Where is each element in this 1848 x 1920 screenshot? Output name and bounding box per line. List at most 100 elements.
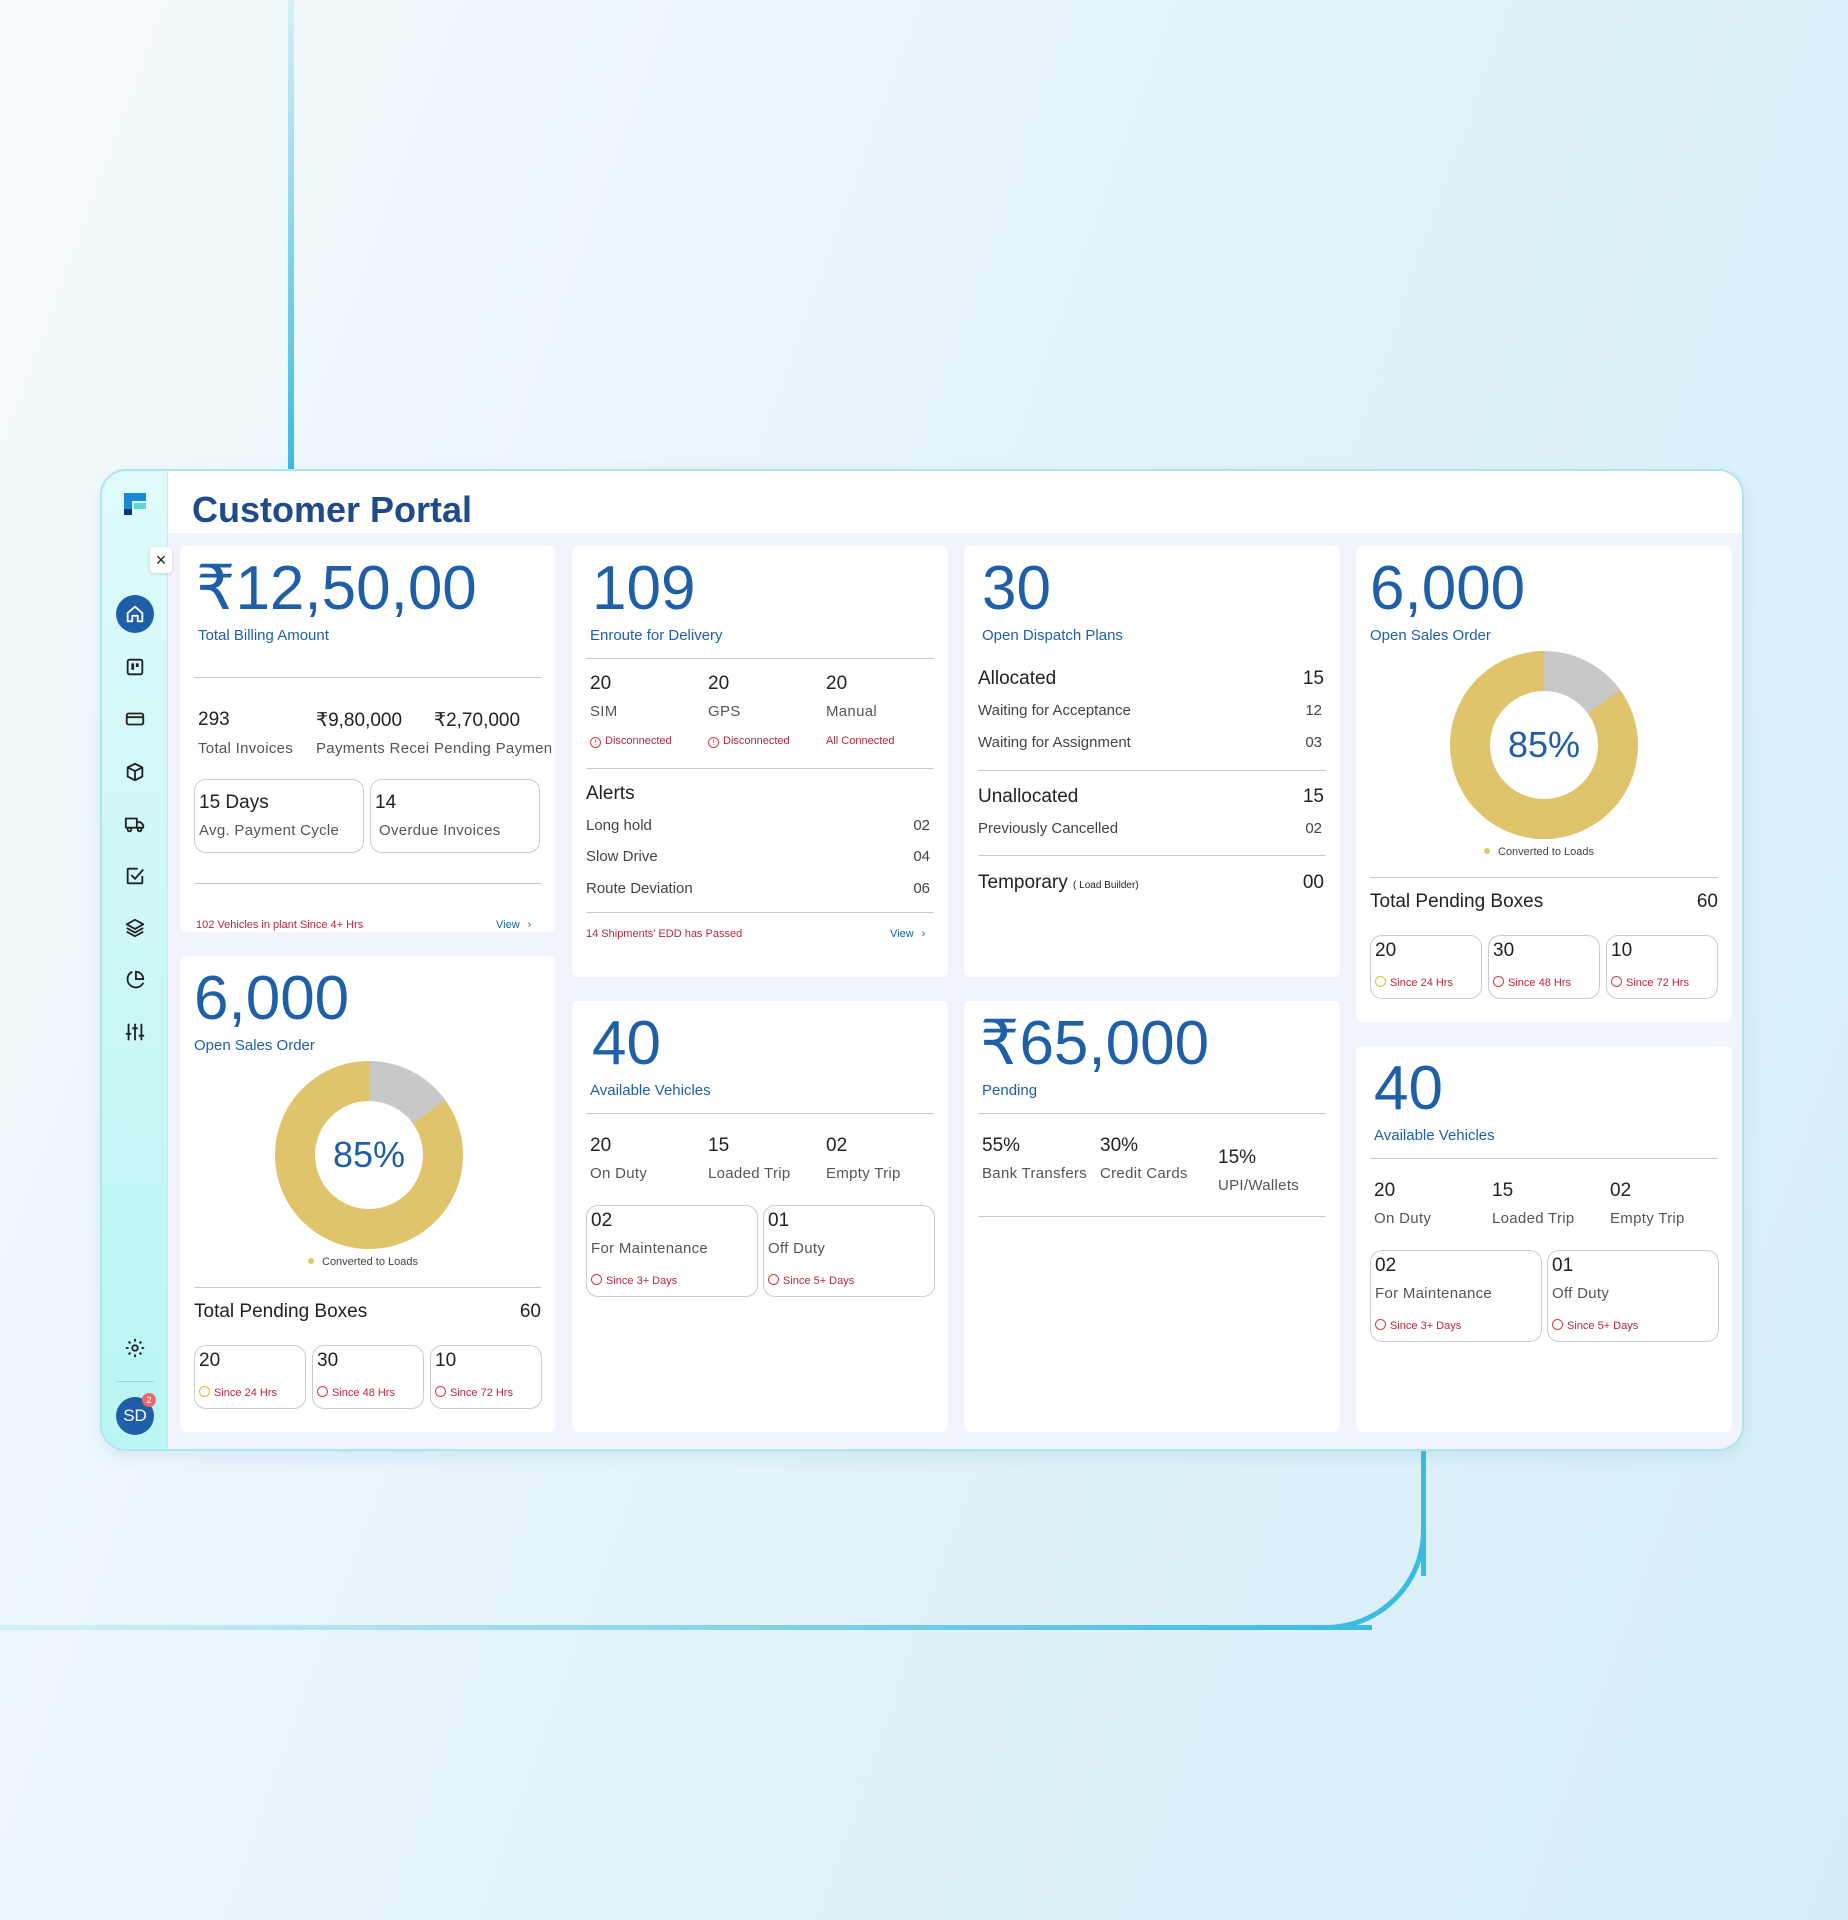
- sales-donut-chart: 85%: [1450, 651, 1638, 839]
- vehicles-value: 40: [592, 1009, 661, 1078]
- brand-logo-icon: [124, 493, 146, 515]
- vehicles-label: Available Vehicles: [590, 1082, 711, 1099]
- view-label: View: [496, 919, 520, 931]
- pending-box-48[interactable]: 30 Since 48 Hrs: [312, 1345, 424, 1409]
- on-duty-label: On Duty: [1374, 1210, 1432, 1227]
- box-value: 30: [317, 1350, 339, 1371]
- nav-orders[interactable]: [116, 753, 154, 791]
- sidebar: SD 2: [102, 471, 168, 1449]
- box-icon: [126, 762, 144, 782]
- clock-icon: [1375, 1319, 1386, 1330]
- off-duty-label: Off Duty: [768, 1240, 826, 1257]
- clock-icon: [1611, 976, 1622, 987]
- off-duty-box[interactable]: 01 Off Duty Since 5+ Days: [763, 1205, 935, 1297]
- manual-label: Manual: [826, 703, 877, 720]
- box-since: Since 48 Hrs: [1493, 976, 1571, 989]
- collapse-sidebar-button[interactable]: ×: [150, 547, 172, 573]
- user-avatar[interactable]: SD: [116, 1397, 154, 1435]
- sliders-icon: [125, 1023, 145, 1041]
- sim-label: SIM: [590, 703, 618, 720]
- donut-legend: Converted to Loads: [308, 1256, 418, 1268]
- maintenance-since: Since 3+ Days: [591, 1274, 677, 1287]
- dispatch-card: 30 Open Dispatch Plans Allocated 15 Wait…: [964, 546, 1340, 977]
- off-duty-since: Since 5+ Days: [768, 1274, 854, 1287]
- maintenance-box[interactable]: 02 For Maintenance Since 3+ Days: [586, 1205, 758, 1297]
- billing-label: Total Billing Amount: [198, 627, 329, 644]
- enroute-view-link[interactable]: View ›: [890, 928, 925, 940]
- loaded-trip-label: Loaded Trip: [1492, 1210, 1575, 1227]
- nav-board[interactable]: [116, 648, 154, 686]
- on-duty-value: 20: [1374, 1180, 1396, 1201]
- clock-icon: [1375, 976, 1386, 987]
- nav-tasks[interactable]: [116, 857, 154, 895]
- gps-value: 20: [708, 673, 730, 694]
- gps-status: ! Disconnected: [708, 735, 790, 748]
- nav-billing[interactable]: [116, 700, 154, 738]
- pending-box-72[interactable]: 10 Since 72 Hrs: [1606, 935, 1718, 999]
- allocated-label: Allocated: [978, 668, 1057, 689]
- maintenance-box[interactable]: 02 For Maintenance Since 3+ Days: [1370, 1250, 1542, 1342]
- vehicles-card-2: 40 Available Vehicles 20 On Duty 15 Load…: [1356, 1046, 1732, 1432]
- allocated-value: 15: [1302, 668, 1324, 689]
- off-duty-value: 01: [768, 1210, 790, 1231]
- nav-layers[interactable]: [116, 909, 154, 947]
- enroute-label: Enroute for Delivery: [590, 627, 723, 644]
- nav-reports[interactable]: [116, 961, 154, 999]
- upi-value: 15%: [1218, 1147, 1257, 1168]
- box-since: Since 24 Hrs: [1375, 976, 1453, 989]
- nav-home[interactable]: [116, 595, 154, 633]
- maintenance-label: For Maintenance: [591, 1240, 709, 1257]
- clock-icon: [317, 1386, 328, 1397]
- box-value: 10: [435, 1350, 457, 1371]
- nav-filters[interactable]: [116, 1013, 154, 1051]
- cancelled-value: 02: [1305, 820, 1322, 837]
- vehicles-card: 40 Available Vehicles 20 On Duty 15 Load…: [572, 1001, 948, 1432]
- loaded-trip-value: 15: [708, 1135, 730, 1156]
- payments-card: ₹65,000 Pending 55% Bank Transfers 30% C…: [964, 1001, 1340, 1432]
- cancelled-label: Previously Cancelled: [978, 820, 1119, 837]
- maintenance-value: 02: [1375, 1255, 1397, 1276]
- off-duty-label: Off Duty: [1552, 1285, 1610, 1302]
- box-value: 10: [1611, 940, 1633, 961]
- credit-cards-value: 30%: [1100, 1135, 1139, 1156]
- temporary-value: 00: [1302, 872, 1324, 893]
- manual-value: 20: [826, 673, 848, 694]
- off-duty-box[interactable]: 01 Off Duty Since 5+ Days: [1547, 1250, 1719, 1342]
- pending-box-48[interactable]: 30 Since 48 Hrs: [1488, 935, 1600, 999]
- payments-value: ₹65,000: [980, 1009, 1210, 1078]
- header: Customer Portal: [168, 471, 1742, 533]
- payments-received-value: ₹9,80,000: [316, 710, 403, 731]
- billing-view-link[interactable]: View ›: [496, 919, 531, 931]
- alert-long-hold-value: 02: [913, 817, 930, 834]
- alert-route-deviation-label: Route Deviation: [586, 880, 693, 897]
- donut-legend: Converted to Loads: [1484, 846, 1594, 858]
- page-title: Customer Portal: [192, 489, 473, 530]
- nav-vehicles[interactable]: [116, 805, 154, 843]
- sales-value: 6,000: [1370, 554, 1526, 623]
- total-invoices-value: 293: [198, 709, 230, 730]
- payment-cycle-box[interactable]: 15 Days Avg. Payment Cycle: [194, 779, 364, 853]
- nav-settings[interactable]: [116, 1329, 154, 1367]
- overdue-invoices-box[interactable]: 14 Overdue Invoices: [370, 779, 540, 853]
- clock-icon: [1493, 976, 1504, 987]
- vehicles-label: Available Vehicles: [1374, 1127, 1495, 1144]
- layers-icon: [125, 918, 145, 938]
- overdue-invoices-label: Overdue Invoices: [379, 822, 501, 839]
- decor-curve: [1322, 1526, 1426, 1630]
- waiting-acceptance-label: Waiting for Acceptance: [978, 702, 1131, 719]
- enroute-value: 109: [592, 554, 696, 623]
- on-duty-value: 20: [590, 1135, 612, 1156]
- pending-box-24[interactable]: 20 Since 24 Hrs: [1370, 935, 1482, 999]
- decor-line-top: [288, 0, 294, 470]
- pending-boxes-value: 60: [1696, 891, 1718, 912]
- pending-payments-value: ₹2,70,000: [434, 710, 521, 731]
- sim-value: 20: [590, 673, 612, 694]
- pending-box-72[interactable]: 10 Since 72 Hrs: [430, 1345, 542, 1409]
- pending-box-24[interactable]: 20 Since 24 Hrs: [194, 1345, 306, 1409]
- empty-trip-label: Empty Trip: [826, 1165, 901, 1182]
- unallocated-value: 15: [1302, 786, 1324, 807]
- alert-circle-icon: !: [590, 737, 601, 748]
- decor-line-bottom: [1421, 1446, 1426, 1576]
- billing-card: ₹12,50,00 Total Billing Amount 293 Total…: [180, 546, 555, 932]
- pending-payments-label: Pending Paymen: [434, 740, 553, 757]
